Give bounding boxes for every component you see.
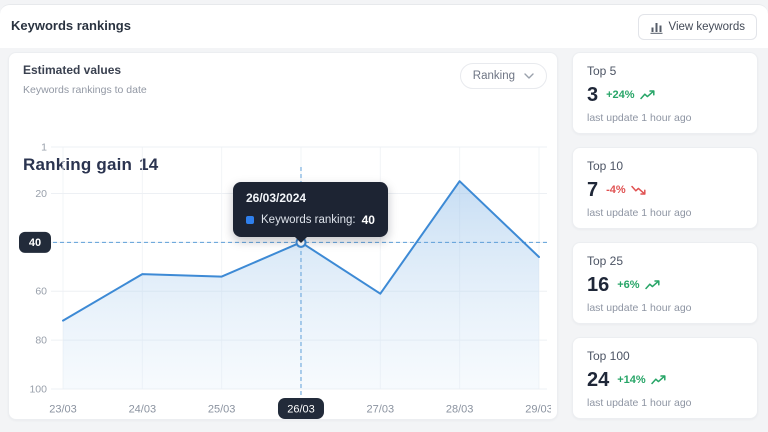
trend-up-icon — [644, 280, 660, 290]
series-marker-icon — [246, 216, 254, 224]
stat-row: 7 -4% — [587, 178, 743, 202]
stat-card-top-5[interactable]: Top 5 3 +24% last update 1 hour ago — [572, 52, 758, 134]
stat-value: 16 — [587, 273, 610, 296]
stat-delta: +14% — [617, 374, 646, 386]
bar-chart-icon — [650, 22, 662, 34]
metric-label: Ranking gain — [23, 155, 133, 174]
card-head-text: Estimated values Keywords rankings to da… — [23, 63, 147, 96]
stat-row: 3 +24% — [587, 83, 743, 107]
stat-delta: +24% — [606, 89, 635, 101]
svg-text:80: 80 — [35, 335, 47, 347]
chevron-down-icon — [524, 73, 534, 79]
tooltip-row: Keywords ranking: 40 — [246, 213, 375, 227]
stat-title: Top 100 — [587, 349, 630, 363]
stat-row: 24 +14% — [587, 368, 743, 392]
svg-text:60: 60 — [35, 286, 47, 298]
tooltip-caret — [294, 236, 308, 243]
card-title: Estimated values — [23, 63, 122, 77]
stat-value: 24 — [587, 368, 610, 391]
svg-text:24/03: 24/03 — [129, 404, 157, 416]
stat-updated: last update 1 hour ago — [587, 207, 692, 219]
svg-text:26/03: 26/03 — [287, 404, 315, 416]
stat-row: 16 +6% — [587, 273, 743, 297]
svg-text:25/03: 25/03 — [208, 404, 236, 416]
stat-value: 3 — [587, 83, 599, 106]
estimated-values-card: Estimated values Keywords rankings to da… — [8, 52, 558, 420]
trend-down-icon — [630, 185, 646, 195]
view-keywords-label: View keywords — [668, 21, 746, 33]
card-subtitle: Keywords rankings to date — [23, 84, 147, 96]
stat-title: Top 5 — [587, 64, 617, 78]
stat-delta: -4% — [606, 184, 626, 196]
page-title: Keywords rankings — [11, 18, 131, 33]
svg-text:27/03: 27/03 — [367, 404, 395, 416]
page-header: Keywords rankings View keywords — [0, 4, 768, 48]
view-keywords-button[interactable]: View keywords — [637, 14, 757, 40]
svg-text:28/03: 28/03 — [446, 404, 474, 416]
ranking-select-value: Ranking — [472, 70, 515, 82]
svg-text:23/03: 23/03 — [49, 404, 77, 416]
ranking-gain-metric: Ranking gain 14 — [23, 155, 158, 175]
stat-updated: last update 1 hour ago — [587, 112, 692, 124]
svg-text:100: 100 — [29, 384, 47, 396]
stats-sidebar: Top 5 3 +24% last update 1 hour ago Top … — [572, 52, 758, 419]
stat-card-top-10[interactable]: Top 10 7 -4% last update 1 hour ago — [572, 147, 758, 229]
stat-title: Top 25 — [587, 254, 624, 268]
svg-text:29/03: 29/03 — [525, 404, 551, 416]
tooltip-date: 26/03/2024 — [246, 191, 307, 205]
stat-delta: +6% — [617, 279, 640, 291]
chart-tooltip: 26/03/2024 Keywords ranking: 40 — [233, 182, 388, 243]
card-head: Estimated values Keywords rankings to da… — [23, 63, 547, 96]
svg-text:20: 20 — [35, 188, 47, 200]
stat-updated: last update 1 hour ago — [587, 397, 692, 409]
stat-updated: last update 1 hour ago — [587, 302, 692, 314]
trend-up-icon — [650, 375, 666, 385]
svg-text:40: 40 — [29, 237, 41, 249]
tooltip-series-label: Keywords ranking: — [261, 214, 356, 226]
trend-up-icon — [639, 90, 655, 100]
stat-card-top-25[interactable]: Top 25 16 +6% last update 1 hour ago — [572, 242, 758, 324]
stat-card-top-100[interactable]: Top 100 24 +14% last update 1 hour ago — [572, 337, 758, 419]
stat-title: Top 10 — [587, 159, 624, 173]
metric-value: 14 — [139, 155, 159, 174]
ranking-select[interactable]: Ranking — [459, 63, 547, 89]
stat-value: 7 — [587, 178, 599, 201]
tooltip-value: 40 — [361, 213, 375, 227]
svg-text:1: 1 — [41, 142, 47, 154]
